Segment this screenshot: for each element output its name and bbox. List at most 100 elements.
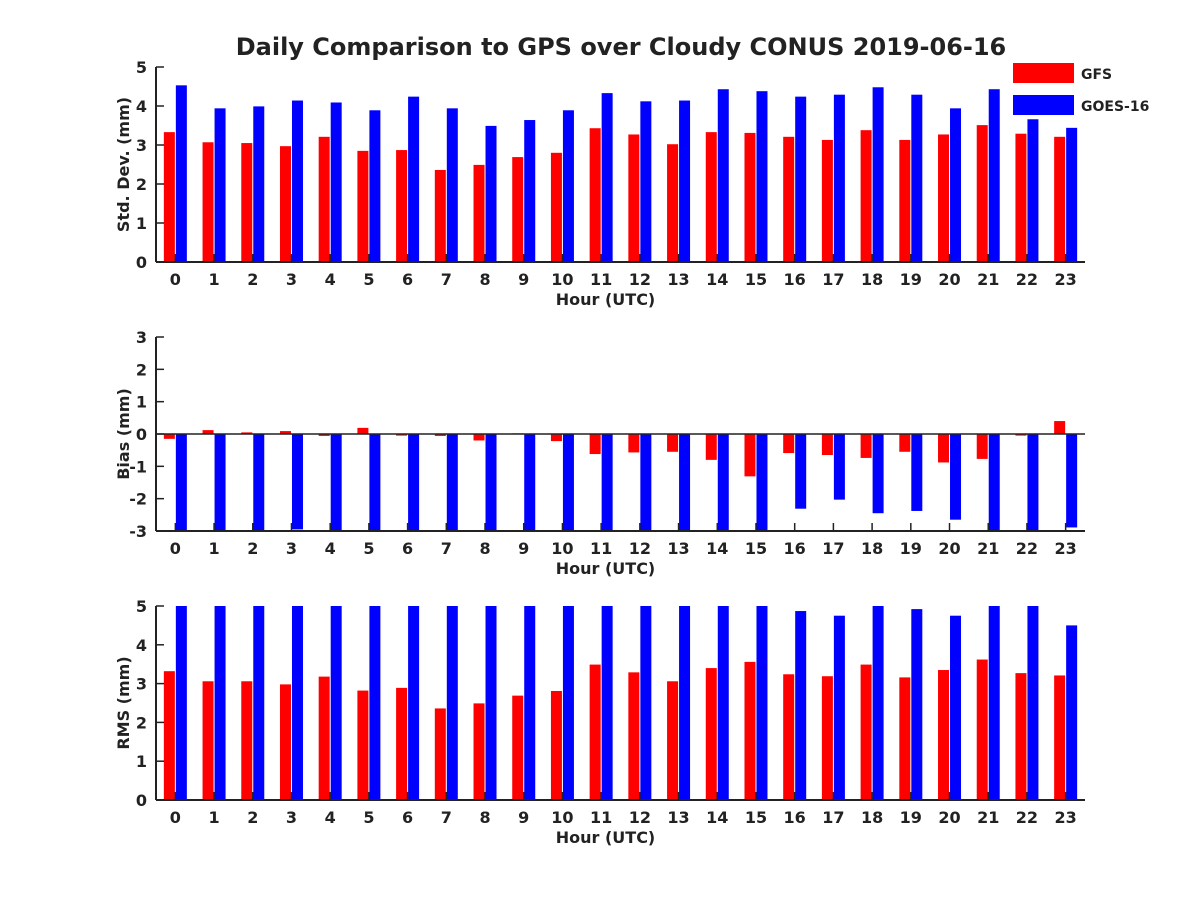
x-tick-label: 5: [363, 539, 374, 558]
y-tick-label: 1: [136, 752, 147, 771]
bar-goes-16-hour-22: [1027, 606, 1039, 800]
bar-goes-16-hour-14: [717, 434, 729, 531]
y-tick-label: 3: [136, 675, 147, 694]
bar-gfs-hour-20: [938, 134, 950, 262]
x-tick-label: 7: [441, 539, 452, 558]
bar-gfs-hour-1: [202, 430, 214, 434]
bar-goes-16-hour-5: [369, 110, 381, 262]
bar-goes-16-hour-10: [562, 434, 574, 531]
bar-gfs-hour-11: [589, 664, 601, 800]
bar-gfs-hour-22: [1015, 673, 1027, 800]
bar-gfs-hour-5: [357, 150, 369, 262]
bar-gfs-hour-0: [163, 434, 175, 439]
bar-goes-16-hour-0: [175, 606, 187, 800]
bar-goes-16-hour-7: [446, 108, 458, 262]
bar-gfs-hour-20: [938, 434, 950, 463]
x-tick-label: 22: [1016, 270, 1038, 289]
x-tick-label: 6: [402, 539, 413, 558]
bar-gfs-hour-17: [821, 434, 833, 456]
y-tick-label: 4: [136, 97, 147, 116]
bar-goes-16-hour-2: [253, 106, 265, 262]
bar-gfs-hour-18: [860, 130, 872, 262]
bar-gfs-hour-17: [821, 139, 833, 262]
bar-goes-16-hour-17: [833, 94, 845, 262]
y-tick-label: 1: [136, 214, 147, 233]
bar-gfs-hour-11: [589, 128, 601, 262]
bar-goes-16-hour-16: [795, 434, 807, 509]
bar-gfs-hour-23: [1054, 421, 1066, 434]
bar-goes-16-hour-21: [988, 434, 1000, 531]
bar-goes-16-hour-17: [833, 434, 845, 500]
x-tick-label: 1: [208, 808, 219, 827]
bar-gfs-hour-21: [976, 434, 988, 459]
x-tick-label: 22: [1016, 808, 1038, 827]
x-tick-label: 16: [784, 808, 806, 827]
x-axis-label: Hour (UTC): [556, 559, 656, 578]
bar-goes-16-hour-22: [1027, 434, 1039, 531]
x-tick-label: 5: [363, 270, 374, 289]
x-tick-label: 14: [706, 808, 728, 827]
bar-gfs-hour-1: [202, 681, 214, 800]
bar-goes-16-hour-20: [950, 434, 962, 520]
bar-goes-16-hour-4: [330, 102, 342, 263]
bar-goes-16-hour-6: [408, 606, 420, 800]
y-axis-label: Bias (mm): [114, 388, 133, 480]
bar-gfs-hour-5: [357, 690, 369, 800]
x-tick-label: 5: [363, 808, 374, 827]
bar-gfs-hour-18: [860, 434, 872, 458]
x-tick-label: 2: [247, 270, 258, 289]
x-tick-label: 12: [629, 539, 651, 558]
x-tick-label: 13: [667, 539, 689, 558]
legend: GFS GOES-16: [1013, 63, 1149, 115]
x-tick-label: 0: [170, 539, 181, 558]
bar-goes-16-hour-20: [950, 615, 962, 800]
bar-goes-16-hour-1: [214, 606, 226, 800]
bar-gfs-hour-23: [1054, 136, 1066, 262]
x-tick-label: 11: [590, 808, 612, 827]
x-tick-label: 3: [286, 539, 297, 558]
bar-goes-16-hour-22: [1027, 119, 1039, 262]
bar-gfs-hour-8: [473, 703, 485, 800]
x-tick-label: 12: [629, 270, 651, 289]
x-tick-label: 8: [479, 539, 490, 558]
bar-gfs-hour-14: [705, 668, 717, 800]
x-tick-label: 3: [286, 270, 297, 289]
bar-gfs-hour-21: [976, 659, 988, 800]
bar-goes-16-hour-13: [679, 606, 691, 800]
bar-goes-16-hour-6: [408, 96, 420, 262]
x-tick-label: 0: [170, 808, 181, 827]
chart-title: Daily Comparison to GPS over Cloudy CONU…: [236, 33, 1007, 61]
bar-goes-16-hour-2: [253, 606, 265, 800]
bar-gfs-hour-13: [667, 434, 679, 452]
y-tick-label: 2: [136, 360, 147, 379]
x-tick-label: 2: [247, 539, 258, 558]
x-tick-label: 10: [551, 270, 573, 289]
x-tick-label: 13: [667, 270, 689, 289]
bar-gfs-hour-7: [434, 708, 446, 800]
bar-goes-16-hour-0: [175, 85, 187, 262]
x-tick-label: 23: [1055, 539, 1077, 558]
x-tick-label: 10: [551, 539, 573, 558]
bar-gfs-hour-10: [550, 152, 562, 262]
x-tick-label: 8: [479, 270, 490, 289]
bar-gfs-hour-12: [628, 672, 640, 800]
y-tick-label: 1: [136, 393, 147, 412]
x-tick-label: 1: [208, 270, 219, 289]
bar-goes-16-hour-13: [679, 100, 691, 262]
y-tick-label: 0: [136, 791, 147, 810]
y-tick-label: 3: [136, 328, 147, 347]
x-tick-label: 14: [706, 270, 728, 289]
x-tick-label: 16: [784, 539, 806, 558]
bar-goes-16-hour-23: [1066, 434, 1078, 528]
bar-goes-16-hour-9: [524, 434, 536, 531]
y-axis-label: Std. Dev. (mm): [114, 97, 133, 232]
x-tick-label: 0: [170, 270, 181, 289]
y-tick-label: -3: [129, 522, 147, 541]
y-tick-label: 4: [136, 636, 147, 655]
bar-gfs-hour-16: [783, 434, 795, 454]
x-tick-label: 21: [977, 270, 999, 289]
bar-gfs-hour-4: [318, 434, 330, 436]
x-tick-label: 8: [479, 808, 490, 827]
